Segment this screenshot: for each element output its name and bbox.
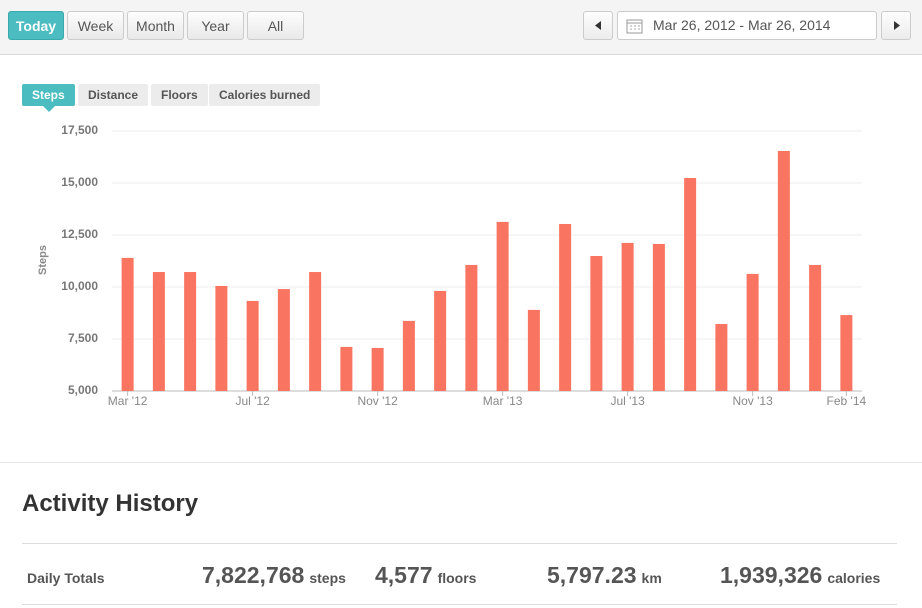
bar: [277, 289, 290, 391]
x-tick-label: Nov '12: [357, 394, 398, 408]
bar: [246, 300, 259, 391]
bar: [559, 223, 572, 391]
tab-pointer: [43, 106, 55, 112]
divider: [0, 462, 922, 463]
y-tick-label: 15,000: [61, 175, 98, 189]
range-button[interactable]: All: [247, 11, 304, 40]
section-title: Activity History: [22, 490, 199, 517]
next-button[interactable]: [881, 11, 911, 40]
total-value: 1,939,326: [720, 562, 823, 588]
bar: [434, 290, 447, 391]
y-tick-label: 7,500: [68, 331, 98, 345]
bar: [402, 320, 415, 391]
row-label: Daily Totals: [27, 570, 105, 586]
y-tick-label: 5,000: [68, 383, 98, 397]
total-unit: km: [641, 570, 662, 586]
bar: [777, 150, 790, 391]
bar: [465, 264, 478, 391]
range-button[interactable]: Month: [127, 11, 184, 40]
date-range-text: Mar 26, 2012 - Mar 26, 2014: [653, 17, 831, 33]
bar: [184, 272, 197, 391]
bar: [684, 178, 697, 391]
total-unit: calories: [827, 570, 881, 586]
y-tick-label: 12,500: [61, 227, 98, 241]
bar: [496, 221, 509, 391]
bar: [371, 347, 384, 391]
bar: [215, 285, 228, 391]
x-tick-label: Jul '12: [235, 394, 270, 408]
total-unit: floors: [437, 570, 477, 586]
calendar-icon: [626, 19, 643, 34]
chart: Steps 5,000 7,500 10,000 12,500 15,000 17,500…: [37, 123, 867, 408]
total-stat: 1,939,326 calories: [720, 562, 880, 589]
x-tick-label: Nov '13: [732, 394, 773, 408]
range-button[interactable]: Year: [187, 11, 244, 40]
prev-icon: [595, 21, 601, 30]
bar: [715, 324, 728, 391]
x-tick-label: Mar '12: [108, 394, 148, 408]
x-tick-label: Jul '13: [610, 394, 645, 408]
total-stat: 5,797.23 km: [547, 562, 662, 589]
bar: [621, 242, 634, 391]
total-value: 7,822,768: [202, 562, 305, 588]
toolbar: Today Week Month Year All Mar 26, 2012 - Mar…: [0, 0, 922, 55]
total-value: 4,577: [375, 562, 433, 588]
divider: [22, 543, 897, 544]
y-axis-label: Steps: [37, 245, 49, 275]
metric-tab[interactable]: Floors: [151, 84, 208, 106]
bar: [121, 257, 134, 391]
range-button[interactable]: Today: [8, 11, 64, 40]
y-tick-label: 10,000: [61, 279, 98, 293]
metric-tab[interactable]: Distance: [78, 84, 149, 106]
bar: [746, 273, 759, 391]
divider: [22, 604, 897, 605]
bar: [590, 256, 603, 391]
x-tick-label: Feb '14: [827, 394, 867, 408]
bar: [840, 315, 853, 391]
bar: [809, 264, 822, 391]
total-stat: 7,822,768 steps: [202, 562, 346, 589]
total-stat: 4,577 floors: [375, 562, 476, 589]
bar: [652, 243, 665, 391]
metric-tab[interactable]: Calories burned: [209, 84, 321, 106]
total-value: 5,797.23: [547, 562, 637, 588]
x-tick-label: Mar '13: [483, 394, 523, 408]
total-unit: steps: [309, 570, 346, 586]
metric-tab[interactable]: Steps: [22, 84, 75, 106]
range-button[interactable]: Week: [67, 11, 124, 40]
bar: [152, 272, 165, 391]
prev-button[interactable]: [583, 11, 613, 40]
bar: [527, 309, 540, 391]
bar: [309, 272, 322, 391]
y-tick-label: 17,500: [61, 123, 98, 137]
next-icon: [894, 21, 900, 30]
date-range[interactable]: Mar 26, 2012 - Mar 26, 2014: [617, 11, 877, 40]
bar: [340, 346, 353, 391]
